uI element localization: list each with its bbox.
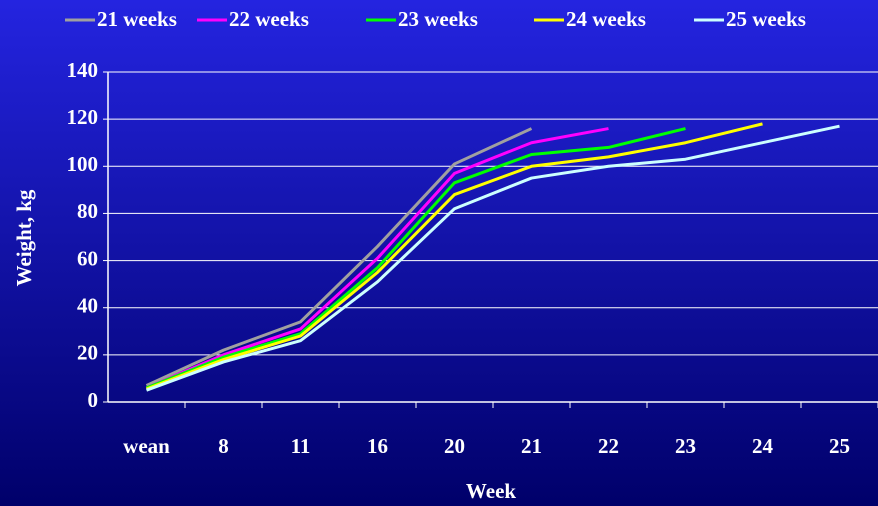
y-tick-label: 100 [67,152,99,176]
y-tick-label: 60 [77,246,98,270]
legend-label: 25 weeks [726,7,806,31]
line-series [145,122,763,391]
x-tick-label: 8 [218,434,229,458]
line-series [145,124,840,392]
y-axis-label: Weight, kg [12,189,36,286]
x-tick-label: 25 [829,434,850,458]
y-tick-label: 20 [77,341,98,365]
legend-label: 24 weeks [566,7,646,31]
line-series [145,127,533,387]
legend-label: 23 weeks [398,7,478,31]
x-tick-label: 22 [598,434,619,458]
x-tick-label: 20 [444,434,465,458]
x-tick-label: 24 [752,434,774,458]
x-tick-label: 11 [291,434,311,458]
legend-label: 21 weeks [97,7,177,31]
y-tick-label: 120 [67,105,99,129]
legend-label: 22 weeks [229,7,309,31]
x-tick-label: 23 [675,434,696,458]
x-tick-label: 21 [521,434,542,458]
line-series [145,127,609,390]
x-axis-label: Week [466,479,516,503]
x-tick-label: wean [123,434,170,458]
y-tick-label: 0 [88,388,99,412]
x-tick-label: 16 [367,434,388,458]
y-tick-label: 80 [77,199,98,223]
y-tick-label: 140 [67,58,99,82]
y-tick-label: 40 [77,294,98,318]
line-series [145,127,686,390]
